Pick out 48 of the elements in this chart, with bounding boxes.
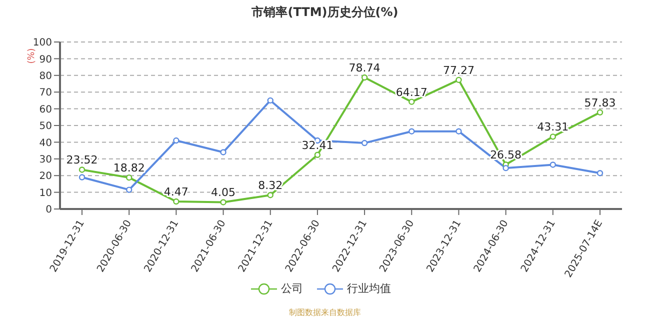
point — [361, 140, 368, 146]
y-tick-label: 50 — [39, 121, 52, 132]
point — [596, 170, 604, 176]
point — [173, 198, 180, 205]
y-tick-label: 60 — [39, 104, 52, 116]
point — [126, 174, 132, 181]
point — [456, 76, 462, 84]
y-tick-label: 100 — [32, 38, 52, 49]
point — [220, 149, 226, 156]
y-tick-label: 20 — [39, 171, 52, 182]
point — [596, 109, 604, 116]
chart-title: 市销率(TTM)历史分位(%) — [250, 4, 400, 21]
y-tick-label: 30 — [39, 154, 52, 166]
y-tick-label: 90 — [39, 54, 52, 66]
point — [456, 128, 462, 134]
point — [550, 134, 556, 140]
data-label: 18.82 — [113, 162, 145, 175]
y-tick-label: 40 — [39, 138, 52, 149]
data-label: 57.83 — [584, 96, 616, 110]
text: 制图数据来自数据库 — [288, 307, 362, 318]
point — [314, 152, 321, 158]
data-label: 8.32 — [258, 179, 283, 192]
point — [267, 97, 274, 104]
point — [361, 74, 368, 81]
point — [267, 192, 274, 198]
y-tick-label: 70 — [39, 88, 52, 99]
y-tick-label: 80 — [39, 70, 52, 82]
point — [126, 186, 132, 193]
point — [408, 128, 415, 134]
point — [502, 164, 509, 172]
point — [220, 199, 226, 206]
point — [78, 174, 86, 180]
legend-label: 行业均值 — [347, 281, 391, 296]
data-label: 78.74 — [348, 62, 380, 75]
y-axis-title: (%) — [27, 48, 37, 64]
data-label: 64.17 — [396, 86, 428, 99]
y-tick-label: 0 — [46, 204, 52, 216]
point — [78, 166, 86, 173]
y-tick-label: 10 — [39, 188, 52, 199]
point — [408, 98, 415, 105]
point — [550, 162, 556, 168]
data-label: 4.47 — [164, 186, 188, 199]
legend-label: 公司 — [281, 281, 303, 296]
point — [173, 137, 180, 144]
data-label: 4.05 — [211, 186, 236, 200]
data-label: 43.31 — [537, 120, 569, 134]
data-label: 77.27 — [442, 64, 474, 77]
data-label: 23.52 — [66, 154, 98, 167]
